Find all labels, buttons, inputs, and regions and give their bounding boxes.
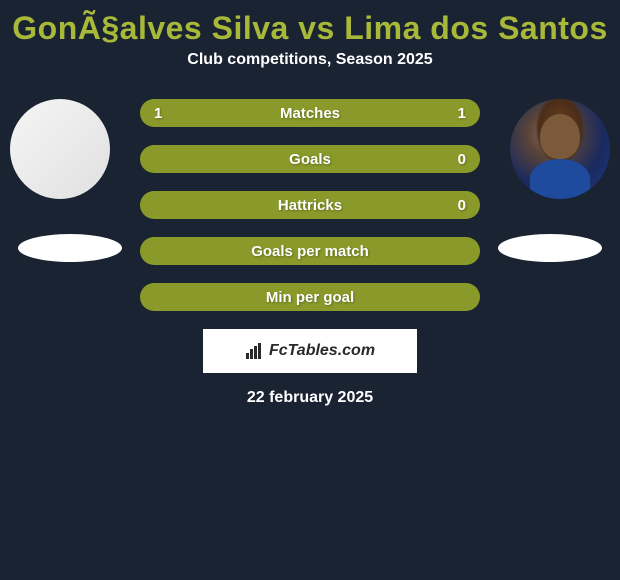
page-subtitle: Club competitions, Season 2025 [0,51,620,99]
stat-right-value: 0 [458,197,466,214]
player-face-left [10,99,110,199]
footer-date: 22 february 2025 [10,383,610,407]
bar-chart-icon [245,342,263,360]
comparison-container: GonÃ§alves Silva vs Lima dos Santos Club… [0,0,620,407]
footer-badge[interactable]: FcTables.com [203,329,417,373]
stat-label: Goals per match [251,243,369,260]
shadow-right [498,234,602,262]
stat-right-value: 0 [458,151,466,168]
stat-bar-goals-per-match: Goals per match [140,237,480,265]
stat-label: Matches [280,105,340,122]
stat-bar-goals: Goals 0 [140,145,480,173]
stat-label: Goals [289,151,331,168]
stat-label: Hattricks [278,197,342,214]
stat-left-value: 1 [154,105,162,122]
shadow-left [18,234,122,262]
page-title: GonÃ§alves Silva vs Lima dos Santos [0,0,620,51]
badge-text: FcTables.com [269,342,375,360]
stat-label: Min per goal [266,289,354,306]
player-face-right [510,99,610,199]
player-left-avatar [10,99,110,199]
stat-bars-list: 1 Matches 1 Goals 0 Hattricks 0 Goals pe… [140,99,480,311]
player-right-avatar [510,99,610,199]
stat-right-value: 1 [458,105,466,122]
stat-bar-matches: 1 Matches 1 [140,99,480,127]
comparison-area: 1 Matches 1 Goals 0 Hattricks 0 Goals pe… [0,99,620,407]
stat-bar-min-per-goal: Min per goal [140,283,480,311]
stat-bar-hattricks: Hattricks 0 [140,191,480,219]
